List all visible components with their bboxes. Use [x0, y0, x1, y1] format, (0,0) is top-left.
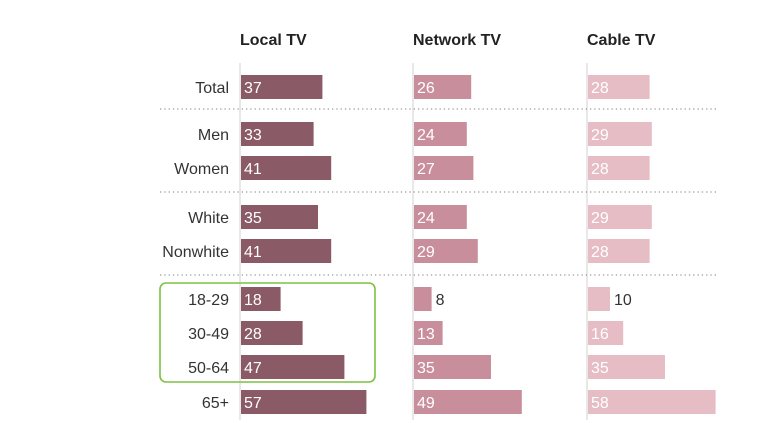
bar-network-tv-65 — [414, 390, 522, 414]
bar-network-tv-30-49 — [414, 321, 443, 345]
value-label-local-tv-total: 37 — [244, 80, 262, 97]
value-label-local-tv-men: 33 — [244, 127, 262, 144]
value-label-network-tv-30-49: 13 — [417, 326, 435, 343]
value-label-local-tv-white: 35 — [244, 210, 262, 227]
bar-cable-tv-white — [588, 205, 652, 229]
bar-network-tv-18-29 — [414, 287, 432, 311]
value-label-cable-tv-white: 29 — [591, 210, 609, 227]
value-label-cable-tv-18-29: 10 — [614, 292, 632, 309]
bar-cable-tv-nonwhite — [588, 239, 650, 263]
bar-local-tv-total — [241, 75, 323, 99]
bar-cable-tv-18-29 — [588, 287, 610, 311]
value-label-cable-tv-nonwhite: 28 — [591, 244, 609, 261]
row-label-men: Men — [198, 127, 229, 144]
bar-cable-tv-men — [588, 122, 652, 146]
bar-cable-tv-50-64 — [588, 355, 665, 379]
value-label-local-tv-nonwhite: 41 — [244, 244, 262, 261]
value-label-cable-tv-women: 28 — [591, 161, 609, 178]
bar-local-tv-50-64 — [241, 355, 345, 379]
row-label-nonwhite: Nonwhite — [162, 244, 229, 261]
value-label-network-tv-18-29: 8 — [436, 292, 445, 309]
value-label-local-tv-women: 41 — [244, 161, 262, 178]
value-label-network-tv-total: 26 — [417, 80, 435, 97]
value-label-network-tv-nonwhite: 29 — [417, 244, 435, 261]
bar-cable-tv-women — [588, 156, 650, 180]
value-label-local-tv-50-64: 47 — [244, 360, 262, 377]
row-label-50-64: 50-64 — [188, 360, 229, 377]
bar-local-tv-18-29 — [241, 287, 281, 311]
value-label-cable-tv-men: 29 — [591, 127, 609, 144]
row-label-total: Total — [195, 80, 229, 97]
value-label-cable-tv-30-49: 16 — [591, 326, 609, 343]
row-label-18-29: 18-29 — [188, 292, 229, 309]
bar-cable-tv-30-49 — [588, 321, 624, 345]
column-header-local-tv: Local TV — [240, 32, 307, 49]
column-header-cable-tv: Cable TV — [587, 32, 656, 49]
bar-local-tv-65 — [241, 390, 367, 414]
bar-cable-tv-total — [588, 75, 650, 99]
bar-local-tv-women — [241, 156, 332, 180]
bar-cable-tv-65 — [588, 390, 716, 414]
highlight-box — [159, 282, 376, 383]
bar-network-tv-women — [414, 156, 474, 180]
value-label-network-tv-white: 24 — [417, 210, 435, 227]
value-label-cable-tv-65: 58 — [591, 395, 609, 412]
value-label-local-tv-18-29: 18 — [244, 292, 262, 309]
row-label-65: 65+ — [202, 395, 229, 412]
row-label-white: White — [188, 210, 229, 227]
column-header-network-tv: Network TV — [413, 32, 501, 49]
value-label-local-tv-30-49: 28 — [244, 326, 262, 343]
bar-network-tv-men — [414, 122, 467, 146]
bar-local-tv-nonwhite — [241, 239, 332, 263]
bar-local-tv-30-49 — [241, 321, 303, 345]
bar-network-tv-nonwhite — [414, 239, 478, 263]
row-label-women: Women — [174, 161, 229, 178]
bar-local-tv-white — [241, 205, 318, 229]
value-label-network-tv-65: 49 — [417, 395, 435, 412]
value-label-cable-tv-total: 28 — [591, 80, 609, 97]
bar-network-tv-total — [414, 75, 472, 99]
bar-local-tv-men — [241, 122, 314, 146]
value-label-local-tv-65: 57 — [244, 395, 262, 412]
value-label-network-tv-50-64: 35 — [417, 360, 435, 377]
value-label-network-tv-women: 27 — [417, 161, 435, 178]
value-label-cable-tv-50-64: 35 — [591, 360, 609, 377]
bar-network-tv-50-64 — [414, 355, 491, 379]
value-label-network-tv-men: 24 — [417, 127, 435, 144]
bar-network-tv-white — [414, 205, 467, 229]
row-label-30-49: 30-49 — [188, 326, 229, 343]
